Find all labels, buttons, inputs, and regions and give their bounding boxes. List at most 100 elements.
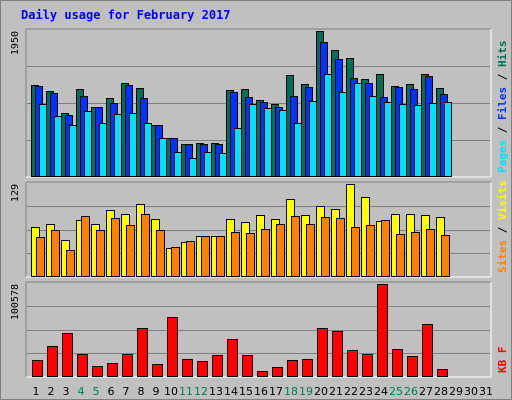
bar-pages-day-11 bbox=[189, 158, 197, 177]
bar-sites-day-12 bbox=[201, 236, 210, 277]
y-max-tick-label: 1950 bbox=[10, 31, 21, 55]
x-tick-label-21: 21 bbox=[329, 385, 343, 398]
bar-sites-day-9 bbox=[156, 230, 165, 277]
x-tick-label-26: 26 bbox=[404, 385, 418, 398]
bar-kb-f-day-1 bbox=[32, 360, 43, 377]
legend-entry: Files bbox=[496, 87, 509, 120]
x-tick-label-28: 28 bbox=[434, 385, 448, 398]
bar-pages-day-15 bbox=[249, 104, 257, 177]
bar-kb-f-day-21 bbox=[332, 331, 343, 377]
bar-sites-day-3 bbox=[66, 250, 75, 277]
legend-entry: / bbox=[496, 67, 509, 87]
x-tick-label-27: 27 bbox=[419, 385, 433, 398]
x-tick-label-14: 14 bbox=[224, 385, 238, 398]
bar-pages-day-27 bbox=[429, 103, 437, 177]
bar-sites-day-17 bbox=[276, 224, 285, 277]
bar-kb-f-day-2 bbox=[47, 346, 58, 377]
bar-kb-f-day-25 bbox=[392, 349, 403, 377]
bar-pages-day-6 bbox=[114, 114, 122, 177]
bar-pages-day-19 bbox=[309, 101, 317, 177]
bar-sites-day-15 bbox=[246, 233, 255, 277]
x-tick-label-5: 5 bbox=[93, 385, 100, 398]
bar-sites-day-5 bbox=[96, 230, 105, 277]
bar-kb-f-day-5 bbox=[92, 366, 103, 377]
bar-kb-f-day-8 bbox=[137, 328, 148, 377]
bar-kb-f-day-4 bbox=[77, 354, 88, 377]
x-tick-label-15: 15 bbox=[239, 385, 253, 398]
bar-sites-day-11 bbox=[186, 241, 195, 277]
x-tick-label-12: 12 bbox=[194, 385, 208, 398]
bar-sites-day-26 bbox=[411, 232, 420, 277]
bar-kb-f-day-16 bbox=[257, 371, 268, 377]
x-tick-label-30: 30 bbox=[464, 385, 478, 398]
bar-sites-day-28 bbox=[441, 235, 450, 277]
legend-entry: / bbox=[496, 220, 509, 240]
bar-sites-day-7 bbox=[126, 225, 135, 277]
x-tick-label-16: 16 bbox=[254, 385, 268, 398]
bar-kb-f-day-10 bbox=[167, 317, 178, 377]
bar-pages-day-14 bbox=[234, 128, 242, 177]
bar-kb-f-day-14 bbox=[227, 339, 238, 377]
bar-pages-day-21 bbox=[339, 92, 347, 177]
bar-sites-day-22 bbox=[351, 227, 360, 277]
bar-kb-f-day-20 bbox=[317, 328, 328, 377]
bar-pages-day-20 bbox=[324, 74, 332, 177]
bar-pages-day-18 bbox=[294, 123, 302, 177]
bar-sites-day-10 bbox=[171, 247, 180, 277]
x-tick-label-24: 24 bbox=[374, 385, 388, 398]
bar-pages-day-25 bbox=[399, 104, 407, 177]
x-tick-label-23: 23 bbox=[359, 385, 373, 398]
bar-pages-day-7 bbox=[129, 113, 137, 177]
x-tick-label-3: 3 bbox=[63, 385, 70, 398]
bar-kb-f-day-18 bbox=[287, 360, 298, 377]
legend-entry: Visits bbox=[496, 180, 509, 220]
legend-entry: Sites bbox=[496, 240, 509, 273]
bar-sites-day-25 bbox=[396, 234, 405, 277]
x-tick-label-13: 13 bbox=[209, 385, 223, 398]
x-tick-label-1: 1 bbox=[33, 385, 40, 398]
bar-pages-day-22 bbox=[354, 83, 362, 177]
bar-sites-day-24 bbox=[381, 220, 390, 277]
x-tick-label-6: 6 bbox=[108, 385, 115, 398]
bar-kb-f-day-27 bbox=[422, 324, 433, 377]
bar-pages-day-2 bbox=[54, 116, 62, 177]
bar-kb-f-day-22 bbox=[347, 350, 358, 377]
bar-pages-day-10 bbox=[174, 152, 182, 177]
bar-sites-day-4 bbox=[81, 216, 90, 277]
bar-sites-day-16 bbox=[261, 229, 270, 277]
x-tick-label-22: 22 bbox=[344, 385, 358, 398]
bar-pages-day-24 bbox=[384, 102, 392, 177]
bar-pages-day-26 bbox=[414, 105, 422, 177]
bar-sites-day-20 bbox=[321, 217, 330, 277]
x-tick-label-19: 19 bbox=[299, 385, 313, 398]
x-tick-label-10: 10 bbox=[164, 385, 178, 398]
bar-kb-f-day-7 bbox=[122, 354, 133, 377]
bar-pages-day-12 bbox=[204, 152, 212, 177]
x-tick-label-9: 9 bbox=[153, 385, 160, 398]
legend-entry: Hits bbox=[496, 41, 509, 68]
bar-sites-day-6 bbox=[111, 218, 120, 277]
bar-sites-day-8 bbox=[141, 214, 150, 277]
bar-sites-day-19 bbox=[306, 224, 315, 277]
legend-label-kbytes: KB F bbox=[496, 347, 509, 374]
legend-label-visits-sites: Sites / Visits bbox=[496, 180, 509, 273]
bar-pages-day-5 bbox=[99, 123, 107, 177]
bar-pages-day-28 bbox=[444, 102, 452, 177]
bar-pages-day-17 bbox=[279, 110, 287, 177]
bar-kb-f-day-11 bbox=[182, 359, 193, 377]
bar-kb-f-day-6 bbox=[107, 363, 118, 377]
x-tick-label-4: 4 bbox=[78, 385, 85, 398]
x-tick-label-2: 2 bbox=[48, 385, 55, 398]
bar-kb-f-day-15 bbox=[242, 355, 253, 377]
bar-sites-day-18 bbox=[291, 216, 300, 277]
bar-kb-f-day-26 bbox=[407, 356, 418, 377]
bar-sites-day-1 bbox=[36, 237, 45, 277]
bar-sites-day-14 bbox=[231, 232, 240, 277]
bar-kb-f-day-9 bbox=[152, 364, 163, 377]
x-tick-label-31: 31 bbox=[479, 385, 493, 398]
bar-kb-f-day-12 bbox=[197, 361, 208, 377]
y-max-tick-label: 100578 bbox=[10, 284, 21, 320]
bar-kb-f-day-3 bbox=[62, 333, 73, 377]
panel-kbytes bbox=[26, 282, 491, 377]
bar-sites-day-27 bbox=[426, 229, 435, 277]
